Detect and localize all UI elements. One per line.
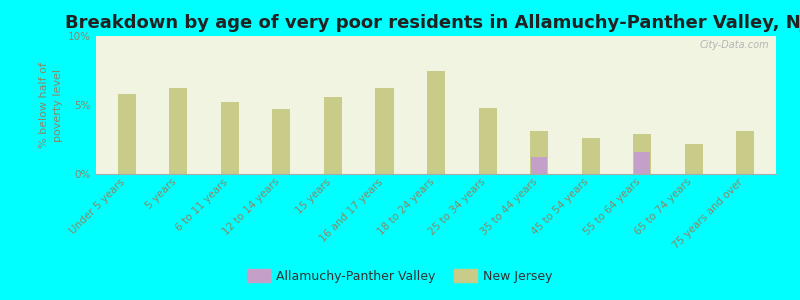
Y-axis label: % below half of
poverty level: % below half of poverty level bbox=[39, 62, 62, 148]
Legend: Allamuchy-Panther Valley, New Jersey: Allamuchy-Panther Valley, New Jersey bbox=[242, 264, 558, 288]
Bar bbox=[273, 109, 290, 174]
Text: City-Data.com: City-Data.com bbox=[699, 40, 770, 50]
Bar bbox=[531, 158, 546, 174]
Bar bbox=[633, 134, 651, 174]
Bar bbox=[170, 88, 187, 174]
Bar bbox=[427, 70, 445, 174]
Bar bbox=[221, 102, 239, 174]
Bar bbox=[736, 131, 754, 174]
Bar bbox=[375, 88, 394, 174]
Bar bbox=[118, 94, 136, 174]
Bar bbox=[634, 152, 650, 174]
Bar bbox=[582, 138, 599, 174]
Title: Breakdown by age of very poor residents in Allamuchy-Panther Valley, NJ: Breakdown by age of very poor residents … bbox=[65, 14, 800, 32]
Bar bbox=[324, 97, 342, 174]
Bar bbox=[685, 144, 702, 174]
Bar bbox=[530, 131, 548, 174]
Bar bbox=[478, 108, 497, 174]
